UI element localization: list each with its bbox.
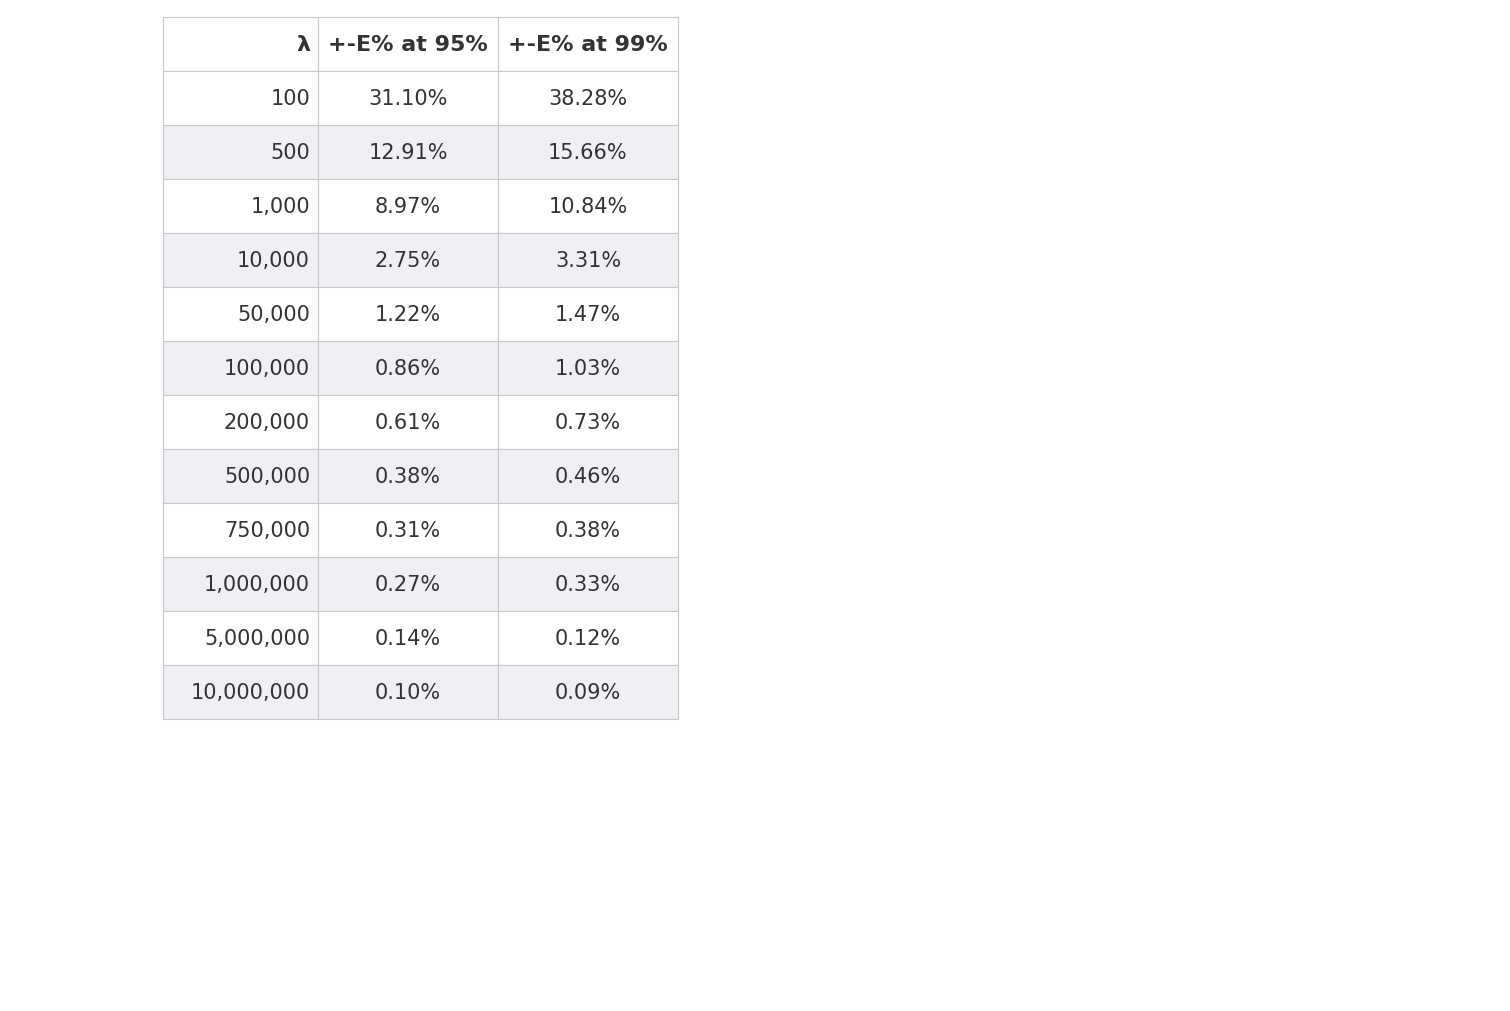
- Text: 0.10%: 0.10%: [374, 682, 441, 703]
- Bar: [163, 450, 319, 503]
- Bar: [498, 665, 678, 719]
- Bar: [498, 342, 678, 395]
- Text: 10.84%: 10.84%: [548, 197, 628, 216]
- Text: 500: 500: [270, 143, 310, 163]
- Bar: [498, 503, 678, 557]
- Bar: [319, 18, 498, 72]
- Bar: [163, 612, 319, 665]
- Text: 1,000,000: 1,000,000: [204, 574, 310, 594]
- Text: +-E% at 95%: +-E% at 95%: [328, 35, 488, 55]
- Bar: [163, 234, 319, 288]
- Text: 1.03%: 1.03%: [556, 359, 621, 379]
- Text: 10,000,000: 10,000,000: [190, 682, 310, 703]
- Text: 10,000: 10,000: [237, 251, 310, 271]
- Bar: [319, 342, 498, 395]
- Text: 500,000: 500,000: [223, 466, 310, 486]
- Bar: [163, 18, 319, 72]
- Text: 38.28%: 38.28%: [548, 89, 628, 109]
- Text: 0.12%: 0.12%: [556, 629, 621, 648]
- Bar: [163, 395, 319, 450]
- Bar: [498, 288, 678, 342]
- Bar: [319, 234, 498, 288]
- Bar: [498, 234, 678, 288]
- Text: 0.38%: 0.38%: [374, 466, 441, 486]
- Bar: [163, 180, 319, 234]
- Text: 0.09%: 0.09%: [554, 682, 621, 703]
- Text: 0.14%: 0.14%: [374, 629, 441, 648]
- Bar: [498, 18, 678, 72]
- Text: 1,000: 1,000: [251, 197, 310, 216]
- Bar: [498, 450, 678, 503]
- Bar: [498, 126, 678, 180]
- Text: 8.97%: 8.97%: [374, 197, 441, 216]
- Text: 2.75%: 2.75%: [374, 251, 441, 271]
- Text: 100,000: 100,000: [223, 359, 310, 379]
- Text: 0.46%: 0.46%: [554, 466, 621, 486]
- Bar: [498, 72, 678, 126]
- Bar: [498, 395, 678, 450]
- Text: 0.33%: 0.33%: [556, 574, 621, 594]
- Bar: [319, 665, 498, 719]
- Text: 0.73%: 0.73%: [556, 412, 621, 433]
- Bar: [163, 665, 319, 719]
- Text: 12.91%: 12.91%: [368, 143, 448, 163]
- Bar: [319, 180, 498, 234]
- Text: λ: λ: [296, 35, 310, 55]
- Bar: [163, 72, 319, 126]
- Text: 1.22%: 1.22%: [374, 304, 441, 325]
- Text: 31.10%: 31.10%: [368, 89, 447, 109]
- Text: 0.38%: 0.38%: [556, 521, 621, 541]
- Text: 750,000: 750,000: [223, 521, 310, 541]
- Text: 100: 100: [270, 89, 310, 109]
- Text: +-E% at 99%: +-E% at 99%: [509, 35, 667, 55]
- Text: 1.47%: 1.47%: [556, 304, 621, 325]
- Bar: [498, 557, 678, 612]
- Bar: [163, 126, 319, 180]
- Text: 0.86%: 0.86%: [374, 359, 441, 379]
- Text: 15.66%: 15.66%: [548, 143, 628, 163]
- Bar: [319, 503, 498, 557]
- Bar: [498, 612, 678, 665]
- Bar: [163, 503, 319, 557]
- Bar: [319, 72, 498, 126]
- Text: 0.27%: 0.27%: [374, 574, 441, 594]
- Bar: [163, 557, 319, 612]
- Text: 50,000: 50,000: [237, 304, 310, 325]
- Text: 3.31%: 3.31%: [556, 251, 621, 271]
- Text: 5,000,000: 5,000,000: [204, 629, 310, 648]
- Text: 0.31%: 0.31%: [374, 521, 441, 541]
- Bar: [319, 557, 498, 612]
- Bar: [319, 288, 498, 342]
- Bar: [319, 395, 498, 450]
- Bar: [163, 288, 319, 342]
- Bar: [319, 612, 498, 665]
- Bar: [319, 126, 498, 180]
- Bar: [498, 180, 678, 234]
- Bar: [319, 450, 498, 503]
- Bar: [163, 342, 319, 395]
- Text: 200,000: 200,000: [223, 412, 310, 433]
- Text: 0.61%: 0.61%: [374, 412, 441, 433]
